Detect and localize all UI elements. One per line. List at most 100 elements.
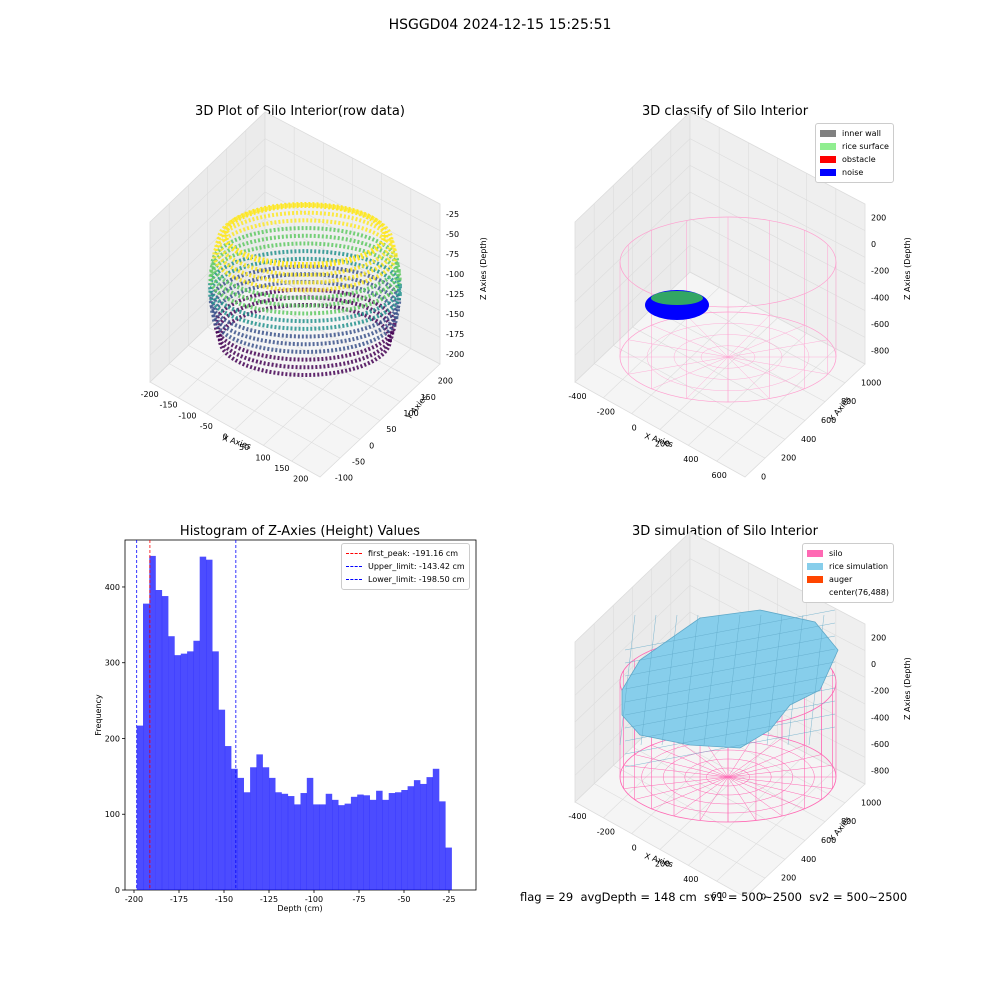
silo-wire (623, 776, 729, 789)
classify-plot-title: 3D classify of Silo Interior (641, 104, 809, 119)
y-tick-label: 1000 (861, 378, 881, 387)
silo-wire (700, 345, 756, 369)
point-ring (214, 210, 396, 285)
histogram-bar (376, 790, 383, 890)
histogram-bar (193, 640, 200, 890)
z-tick-label: -200 (446, 350, 464, 359)
z-tick-label: -75 (446, 250, 459, 259)
y-tick-label: 1000 (861, 798, 881, 807)
histogram-bar (313, 804, 320, 890)
y-tick-label: 600 (821, 836, 836, 845)
y-tick-label: 150 (421, 393, 436, 402)
z-tick-label: -800 (871, 767, 889, 776)
x-tick-label: -150 (159, 401, 177, 410)
histogram-bar (363, 795, 370, 890)
histogram-bar (275, 792, 282, 890)
silo-wire (634, 776, 729, 800)
x-tick-label: -400 (568, 812, 586, 821)
histogram-bar (224, 746, 232, 890)
histogram-bar (199, 556, 207, 890)
x-tick-label: 100 (255, 454, 270, 463)
rice-mesh-line (624, 726, 836, 768)
z-tick-label: -200 (871, 687, 889, 696)
legend-item-rice-simulation: rice simulation (807, 560, 889, 573)
rice-mesh-line (624, 661, 836, 703)
z-tick-label: -125 (446, 290, 464, 299)
histogram-y-tick-label: 100 (105, 810, 120, 819)
silo-wire (727, 737, 783, 778)
y-tick-label: 50 (386, 425, 396, 434)
rice-mesh-line (766, 614, 783, 746)
x-tick-label: 0 (632, 843, 637, 852)
histogram-bar (306, 777, 314, 890)
x-tick-label: 200 (655, 439, 670, 448)
z-tick-label: 200 (871, 633, 886, 642)
x-tick-label: -200 (597, 408, 615, 417)
z-tick-label: -150 (446, 310, 464, 319)
histogram-bar (161, 596, 169, 890)
histogram-bar (149, 555, 156, 890)
raw-z-axis-label: Z Axies (Depth) (479, 237, 488, 300)
y-tick-label: 400 (801, 435, 816, 444)
rice-mesh-line (787, 614, 804, 746)
histogram-bar (180, 653, 188, 890)
rice-mesh-line (624, 609, 836, 651)
rice-mesh-line (808, 614, 825, 746)
z-tick-label: -50 (446, 230, 459, 239)
silo-wire (727, 776, 833, 789)
histogram-bar (401, 790, 408, 890)
point-ring-top (222, 202, 388, 268)
histogram-reference-lines (136, 540, 237, 890)
histogram-bar (243, 792, 251, 890)
z-tick-label: -800 (871, 347, 889, 356)
histogram-bar (426, 777, 433, 890)
z-tick-label: 0 (871, 240, 876, 249)
histogram-bar (231, 768, 238, 890)
rice-mesh-line (724, 614, 741, 746)
silo-wire (706, 767, 750, 787)
classify-legend: inner wall rice surface obstacle noise (815, 123, 894, 183)
histogram-ticks: -200 -175 -150 -125 -100 -75 -50 -25 0 100 200 300 4… (105, 583, 456, 904)
histogram-bar (325, 793, 333, 890)
silo-wire (673, 776, 729, 817)
x-tick-label: -200 (597, 828, 615, 837)
rice-mesh-line (682, 614, 699, 746)
point-ring (209, 233, 401, 308)
status-footer: flag = 29 avgDepth = 148 cm sv1 = 500~25… (520, 890, 908, 904)
histogram-bar (369, 799, 377, 890)
y-tick-label: 800 (841, 397, 856, 406)
legend-item-rice-surface: rice surface (820, 140, 889, 153)
simulation-plot-title: 3D simulation of Silo Interior (632, 524, 818, 539)
histogram-x-tick-label: -75 (352, 895, 365, 904)
point-ring (210, 272, 400, 347)
rice-mesh-line (624, 648, 836, 690)
histogram-y-tick-label: 300 (105, 659, 120, 668)
raw-point-cloud (208, 202, 402, 377)
z-tick-label: -600 (871, 320, 889, 329)
point-ring (216, 203, 394, 277)
histogram-bar (155, 590, 163, 890)
x-tick-label: 400 (683, 455, 698, 464)
y-tick-label: 0 (369, 441, 374, 450)
histogram-bar (395, 792, 402, 890)
histogram-y-tick-label: 0 (115, 886, 120, 895)
x-tick-label: 0 (632, 423, 637, 432)
histogram-bars (136, 555, 452, 890)
histogram-bar (256, 754, 263, 890)
histogram-bar (237, 777, 244, 890)
silo-wire (727, 776, 822, 800)
histogram-bar (168, 636, 175, 890)
rice-mesh-line (745, 614, 762, 746)
y-tick-label: 0 (761, 892, 766, 901)
histogram-y-tick-label: 400 (105, 583, 120, 592)
silo-wire (727, 765, 833, 778)
rice-surface-points (651, 291, 703, 305)
classify-3d-axes-box (574, 111, 866, 478)
y-tick-label: 200 (438, 377, 453, 386)
raw-plot-title: 3D Plot of Silo Interior(row data) (195, 104, 405, 119)
point-ring (208, 256, 402, 331)
silo-wire (646, 323, 810, 391)
silo-wire (651, 776, 729, 810)
